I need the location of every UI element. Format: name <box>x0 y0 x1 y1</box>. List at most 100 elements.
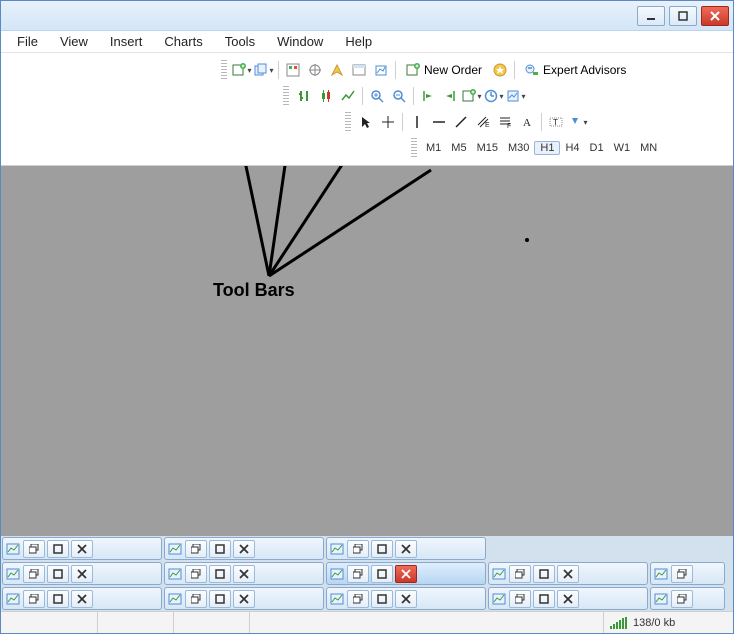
mini-max-button[interactable] <box>209 540 231 558</box>
minimized-chart-window[interactable] <box>488 562 648 585</box>
crosshair-icon[interactable] <box>377 111 399 133</box>
mini-max-button[interactable] <box>47 590 69 608</box>
mini-max-button[interactable] <box>47 565 69 583</box>
mini-restore-button[interactable] <box>347 540 369 558</box>
terminal-icon[interactable] <box>348 59 370 81</box>
expert-advisors-button[interactable]: Expert Advisors <box>518 59 633 81</box>
mini-restore-button[interactable] <box>23 540 45 558</box>
timeframe-d1[interactable]: D1 <box>585 142 609 154</box>
minimized-chart-window[interactable] <box>2 537 162 560</box>
mini-close-button[interactable] <box>557 565 579 583</box>
timeframe-h4[interactable]: H4 <box>560 142 584 154</box>
close-button[interactable] <box>701 6 729 26</box>
menu-charts[interactable]: Charts <box>156 32 210 51</box>
menu-tools[interactable]: Tools <box>217 32 263 51</box>
timeframe-m5[interactable]: M5 <box>446 142 471 154</box>
mini-close-button[interactable] <box>71 590 93 608</box>
market-watch-icon[interactable] <box>282 59 304 81</box>
menu-window[interactable]: Window <box>269 32 331 51</box>
mini-close-button[interactable] <box>395 540 417 558</box>
strategy-tester-icon[interactable] <box>370 59 392 81</box>
minimized-chart-window[interactable] <box>326 562 486 585</box>
mini-max-button[interactable] <box>209 590 231 608</box>
mini-max-button[interactable] <box>371 590 393 608</box>
templates-icon[interactable]: ▾ <box>505 85 527 107</box>
toolbar-grip[interactable] <box>411 138 417 158</box>
line-chart-icon[interactable] <box>337 85 359 107</box>
maximize-button[interactable] <box>669 6 697 26</box>
minimized-chart-window[interactable] <box>650 562 725 585</box>
equidistant-channel-icon[interactable]: E <box>472 111 494 133</box>
mini-restore-button[interactable] <box>185 565 207 583</box>
metaeditor-icon[interactable] <box>489 59 511 81</box>
toolbar-grip[interactable] <box>283 86 289 106</box>
mini-restore-button[interactable] <box>509 590 531 608</box>
mini-restore-button[interactable] <box>23 590 45 608</box>
auto-scroll-icon[interactable] <box>417 85 439 107</box>
mini-close-button[interactable] <box>71 540 93 558</box>
data-window-icon[interactable] <box>304 59 326 81</box>
timeframe-m30[interactable]: M30 <box>503 142 534 154</box>
timeframe-m15[interactable]: M15 <box>472 142 503 154</box>
mini-restore-button[interactable] <box>671 590 693 608</box>
menu-insert[interactable]: Insert <box>102 32 151 51</box>
mini-max-button[interactable] <box>47 540 69 558</box>
minimized-chart-window[interactable] <box>164 537 324 560</box>
toolbar-grip[interactable] <box>345 112 351 132</box>
mini-close-button[interactable] <box>233 590 255 608</box>
cursor-icon[interactable] <box>355 111 377 133</box>
mini-max-button[interactable] <box>371 540 393 558</box>
candlestick-icon[interactable] <box>315 85 337 107</box>
navigator-icon[interactable] <box>326 59 348 81</box>
horizontal-line-icon[interactable] <box>428 111 450 133</box>
mini-close-button[interactable] <box>557 590 579 608</box>
mini-max-button[interactable] <box>209 565 231 583</box>
mini-close-button[interactable] <box>395 590 417 608</box>
timeframe-w1[interactable]: W1 <box>609 142 636 154</box>
menu-help[interactable]: Help <box>337 32 380 51</box>
new-order-button[interactable]: New Order <box>399 59 489 81</box>
mini-restore-button[interactable] <box>347 565 369 583</box>
mini-close-button[interactable] <box>71 565 93 583</box>
minimized-chart-window[interactable] <box>326 587 486 610</box>
profiles-icon[interactable]: ▾ <box>253 59 275 81</box>
indicators-icon[interactable]: ▾ <box>461 85 483 107</box>
minimized-chart-window[interactable] <box>488 587 648 610</box>
mini-max-button[interactable] <box>371 565 393 583</box>
minimized-chart-window[interactable] <box>2 587 162 610</box>
mini-restore-button[interactable] <box>347 590 369 608</box>
menu-file[interactable]: File <box>9 32 46 51</box>
minimize-button[interactable] <box>637 6 665 26</box>
mini-restore-button[interactable] <box>23 565 45 583</box>
text-icon[interactable]: A <box>516 111 538 133</box>
minimized-chart-window[interactable] <box>2 562 162 585</box>
timeframe-h1[interactable]: H1 <box>534 141 560 155</box>
chart-shift-icon[interactable] <box>439 85 461 107</box>
minimized-chart-window[interactable] <box>164 587 324 610</box>
text-label-icon[interactable]: T <box>545 111 567 133</box>
new-chart-icon[interactable]: ▾ <box>231 59 253 81</box>
zoom-in-icon[interactable] <box>366 85 388 107</box>
fibonacci-icon[interactable]: F <box>494 111 516 133</box>
mini-max-button[interactable] <box>533 565 555 583</box>
bar-chart-icon[interactable] <box>293 85 315 107</box>
mini-max-button[interactable] <box>533 590 555 608</box>
arrows-icon[interactable]: ▾ <box>567 111 589 133</box>
mini-close-button[interactable] <box>395 565 417 583</box>
vertical-line-icon[interactable] <box>406 111 428 133</box>
timeframe-m1[interactable]: M1 <box>421 142 446 154</box>
toolbar-grip[interactable] <box>221 60 227 80</box>
trendline-icon[interactable] <box>450 111 472 133</box>
menu-view[interactable]: View <box>52 32 96 51</box>
mini-restore-button[interactable] <box>509 565 531 583</box>
zoom-out-icon[interactable] <box>388 85 410 107</box>
minimized-chart-window[interactable] <box>164 562 324 585</box>
mini-close-button[interactable] <box>233 565 255 583</box>
mini-restore-button[interactable] <box>185 590 207 608</box>
mini-restore-button[interactable] <box>185 540 207 558</box>
mini-restore-button[interactable] <box>671 565 693 583</box>
minimized-chart-window[interactable] <box>650 587 725 610</box>
periodicity-icon[interactable]: ▾ <box>483 85 505 107</box>
timeframe-mn[interactable]: MN <box>635 142 662 154</box>
mini-close-button[interactable] <box>233 540 255 558</box>
